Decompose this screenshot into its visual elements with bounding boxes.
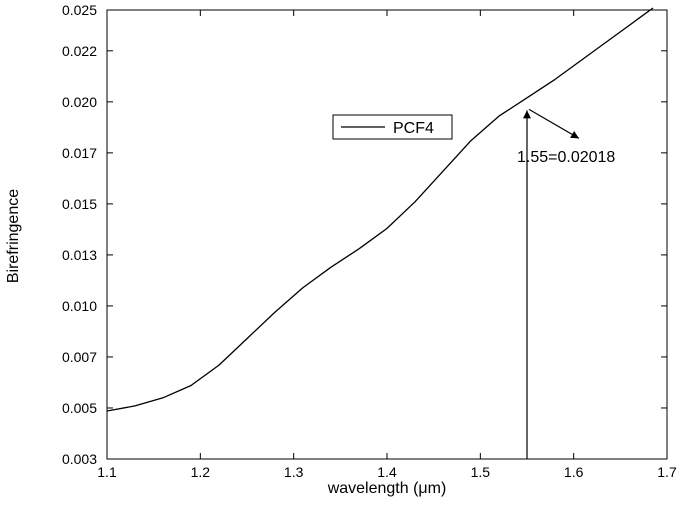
y-tick-label: 0.015 [62,196,97,212]
y-tick-label: 0.005 [62,400,97,416]
x-tick-label: 1.4 [377,464,397,480]
y-tick-label: 0.007 [62,349,97,365]
x-axis-label: wavelength (μm) [327,480,447,497]
x-axis-ticks: 1.1 1.2 1.3 1.4 1.5 1.6 1.7 [97,10,677,480]
x-tick-label: 1.3 [284,464,304,480]
y-tick-label: 0.020 [62,94,97,110]
x-tick-label: 1.6 [564,464,584,480]
x-tick-label: 1.2 [191,464,211,480]
plot-area-frame [106,9,668,460]
y-tick-label: 0.017 [62,145,97,161]
legend-label-pcf4: PCF4 [393,120,434,137]
annotation-label: 1.55=0.02018 [517,149,615,166]
x-tick-label: 1.1 [97,464,117,480]
y-tick-label: 0.010 [62,298,97,314]
y-tick-label: 0.022 [62,43,97,59]
series-line-pcf4 [106,7,654,412]
x-tick-label: 1.7 [657,464,677,480]
y-tick-label: 0.025 [62,2,97,18]
x-tick-label: 1.5 [471,464,491,480]
y-tick-label: 0.013 [62,247,97,263]
y-axis-label: Birefringence [5,189,22,283]
legend: PCF4 [332,114,453,140]
series-layer [106,7,654,412]
y-tick-label: 0.003 [62,451,97,467]
y-axis-ticks: 0.003 0.005 0.007 0.010 0.013 0.015 0.017 0.020… [62,2,667,467]
annotation-pointer-arrow [528,108,580,139]
annotation-layer: 1.55=0.02018 [517,108,615,459]
